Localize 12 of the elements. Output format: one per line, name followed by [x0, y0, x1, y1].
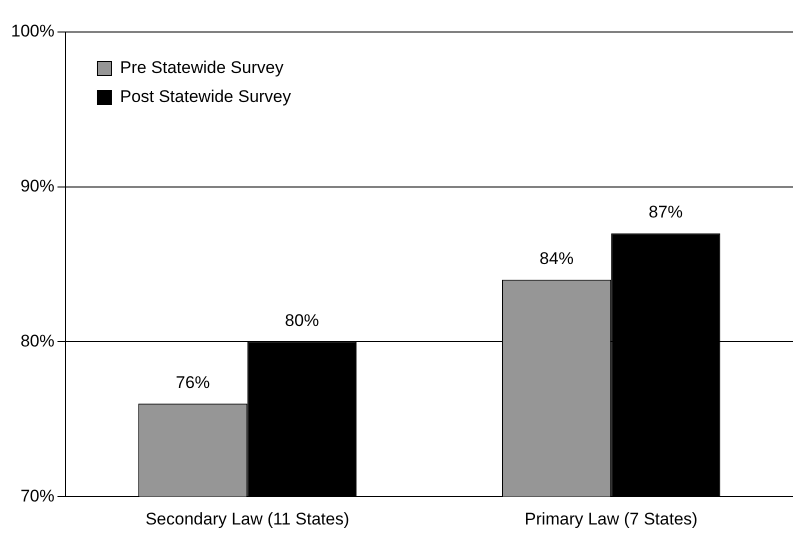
- x-tick-label: Secondary Law (11 States): [145, 509, 350, 528]
- y-tick-label: 100%: [10, 22, 54, 41]
- data-label: 87%: [648, 202, 683, 222]
- y-tick-label: 70%: [20, 486, 54, 506]
- data-label: 84%: [540, 248, 574, 268]
- legend-label: Post Statewide Survey: [120, 87, 292, 106]
- x-tick-label: Primary Law (7 States): [524, 509, 698, 528]
- legend-label: Pre Statewide Survey: [120, 58, 284, 78]
- y-tick-label: 90%: [20, 176, 54, 196]
- y-tick-label: 80%: [20, 331, 54, 350]
- data-label: 80%: [284, 310, 319, 330]
- data-label: 76%: [176, 372, 210, 392]
